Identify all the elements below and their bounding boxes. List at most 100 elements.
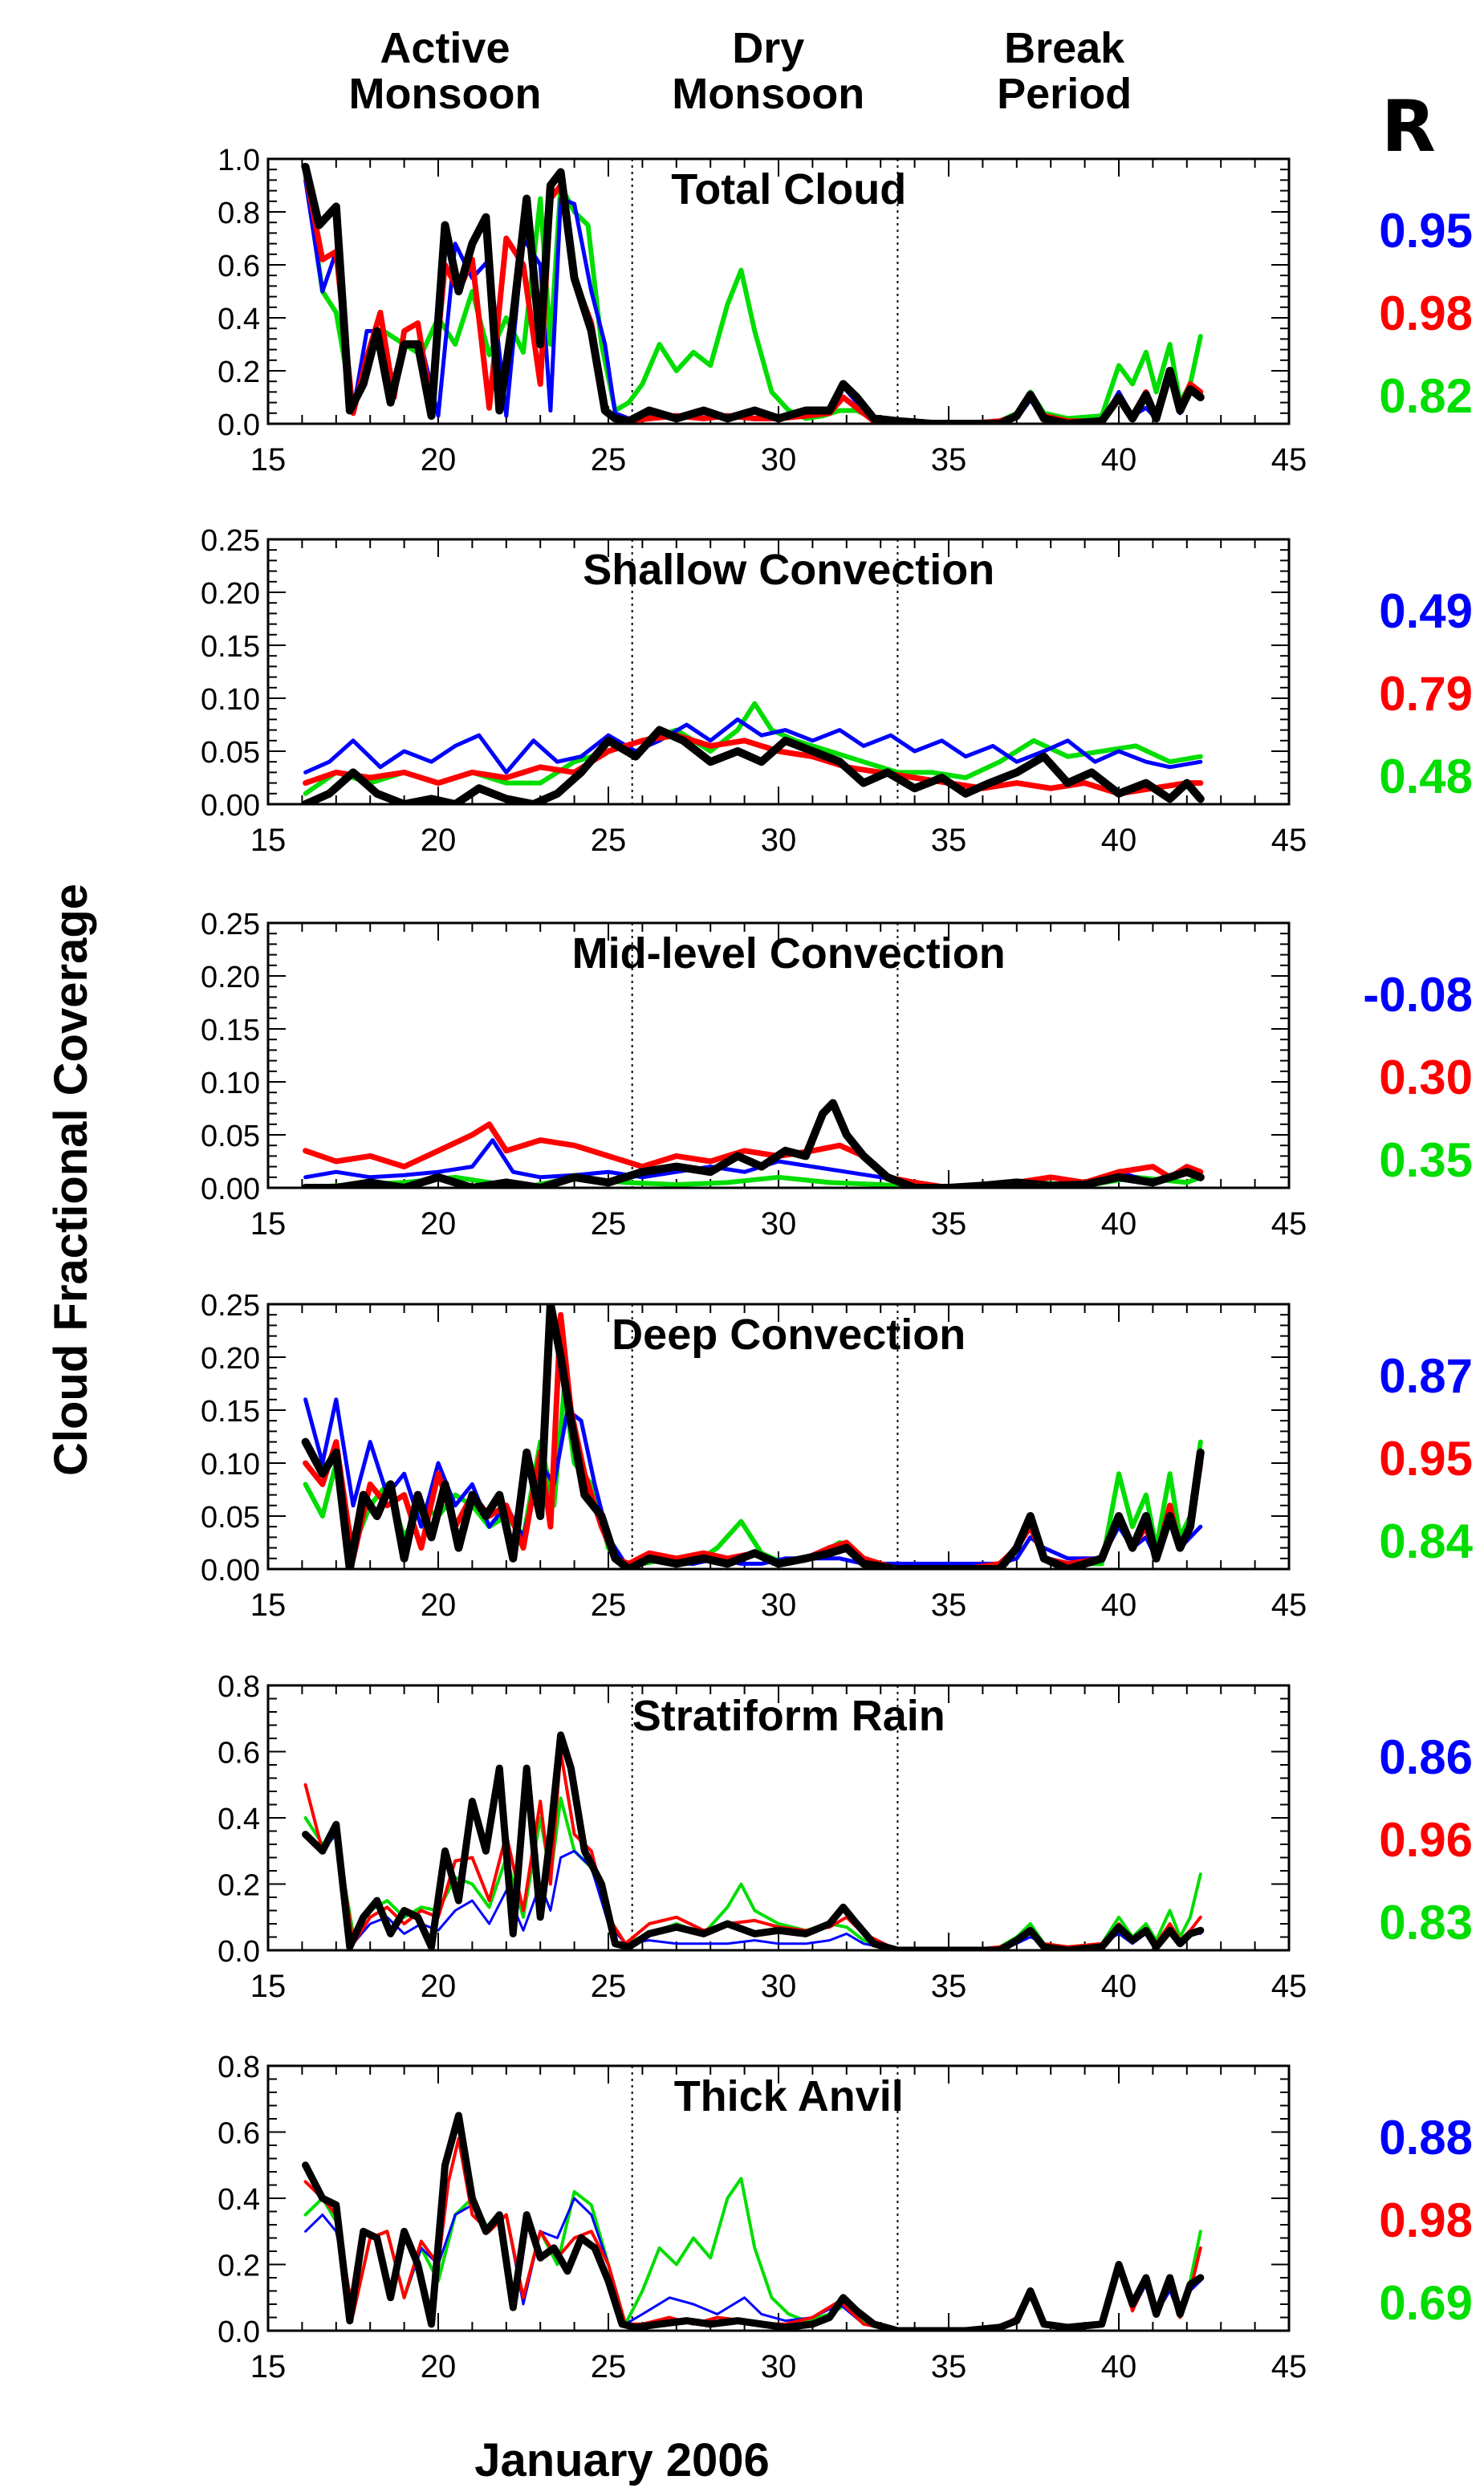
series-line-1 (303, 172, 1203, 424)
r-value: 0.87 (1379, 1349, 1473, 1403)
panel-title: Stratiform Rain (632, 1692, 945, 1740)
series-line-2 (303, 717, 1203, 774)
x-tick-label: 15 (250, 2349, 287, 2384)
y-tick-label: 0.0 (218, 1935, 260, 1969)
period-label-2: Dry (732, 24, 804, 72)
x-tick-label: 35 (931, 442, 967, 478)
x-tick-label: 25 (591, 823, 627, 858)
r-value: 0.95 (1379, 1432, 1473, 1486)
x-tick-label: 30 (761, 442, 797, 478)
r-value: 0.69 (1379, 2276, 1473, 2330)
r-value: 0.84 (1379, 1514, 1473, 1568)
series-group (302, 2112, 1205, 2331)
y-tick-label: 0.00 (201, 1173, 260, 1206)
x-tick-label: 35 (931, 1588, 967, 1623)
x-tick-label: 25 (591, 442, 627, 478)
x-tick-label: 15 (250, 1969, 287, 2004)
y-tick-label: 0.25 (201, 524, 260, 558)
series-group (301, 701, 1205, 804)
x-tick-label: 20 (421, 2349, 457, 2384)
x-tick-label: 20 (421, 1969, 457, 2004)
period-label-1: Monsoon (349, 70, 542, 118)
x-tick-label: 30 (761, 2349, 797, 2384)
r-value: 0.49 (1379, 584, 1473, 638)
series-line-4 (301, 1304, 1205, 1569)
plot-frame (266, 1303, 1291, 1571)
panel-4: 15 20 25 30 35 40 45 0.00 0.05 0.10 0.15 0.20 0.25 De… (201, 1289, 1474, 1623)
panel-1: 15 20 25 30 35 40 45 0.0 0.2 0.4 0.6 0.8 1.0 Total Cl… (218, 144, 1473, 478)
x-tick-label: 40 (1101, 442, 1137, 478)
y-tick-label: 0.20 (201, 577, 260, 611)
y-tick-label: 0.8 (218, 197, 260, 230)
x-tick-label: 45 (1271, 2349, 1307, 2384)
y-tick-label: 0.6 (218, 250, 260, 283)
x-tick-label: 20 (421, 1588, 457, 1623)
x-tick-label: 25 (591, 2349, 627, 2384)
y-tick-label: 0.05 (201, 1501, 260, 1535)
plot-frame (266, 1684, 1291, 1952)
x-tick-label: 35 (931, 823, 967, 858)
plot-frame (266, 157, 1291, 425)
y-tick-label: 0.20 (201, 1342, 260, 1376)
x-tick-label: 45 (1271, 823, 1307, 858)
x-tick-label: 25 (591, 1206, 627, 1242)
r-value: 0.86 (1379, 1730, 1473, 1784)
y-tick-label: 0.0 (218, 2315, 260, 2349)
r-value: 0.48 (1379, 750, 1473, 803)
y-tick-label: 0.0 (218, 409, 260, 442)
r-value: 0.79 (1379, 667, 1473, 721)
y-tick-label: 0.20 (201, 961, 260, 994)
period-label-3: Period (997, 70, 1132, 118)
panel-title: Shallow Convection (583, 546, 994, 594)
x-tick-label: 35 (931, 1206, 967, 1242)
x-tick-label: 30 (761, 1969, 797, 2004)
period-label-1: Active (380, 24, 510, 72)
r-value: 0.98 (1379, 2193, 1473, 2247)
x-tick-label: 40 (1101, 1969, 1137, 2004)
y-tick-label: 0.10 (201, 1448, 260, 1482)
y-tick-label: 0.00 (201, 1554, 260, 1588)
panel-6: 15 20 25 30 35 40 45 0.0 0.2 0.4 0.6 0.8 Thick Anvil… (218, 2051, 1473, 2384)
y-tick-label: 0.05 (201, 1120, 260, 1153)
r-header: R (1381, 85, 1436, 168)
x-tick-label: 15 (250, 1206, 287, 1242)
x-tick-label: 45 (1271, 442, 1307, 478)
series-line-4 (301, 726, 1205, 804)
plot-frame (266, 921, 1291, 1189)
y-tick-label: 0.15 (201, 1014, 260, 1047)
x-tick-label: 40 (1101, 823, 1137, 858)
r-value: 0.96 (1379, 1813, 1473, 1867)
x-axis-label: January 2006 (474, 2434, 770, 2486)
r-value: 0.35 (1379, 1133, 1473, 1187)
r-value: 0.30 (1379, 1051, 1473, 1104)
plot-frame (266, 2064, 1291, 2332)
y-tick-label: 0.00 (201, 789, 260, 823)
x-tick-label: 40 (1101, 2349, 1137, 2384)
x-tick-label: 30 (761, 1206, 797, 1242)
x-tick-label: 35 (931, 1969, 967, 2004)
r-value: 0.83 (1379, 1896, 1473, 1949)
y-tick-label: 0.4 (218, 303, 260, 336)
x-tick-label: 40 (1101, 1206, 1137, 1242)
x-tick-label: 35 (931, 2349, 967, 2384)
period-label-2: Monsoon (672, 70, 864, 118)
x-tick-label: 45 (1271, 1588, 1307, 1623)
x-tick-label: 20 (421, 1206, 457, 1242)
x-tick-label: 30 (761, 1588, 797, 1623)
x-tick-label: 25 (591, 1588, 627, 1623)
y-tick-label: 0.05 (201, 736, 260, 770)
plot-frame (266, 538, 1291, 806)
panel-title: Mid-level Convection (572, 929, 1006, 978)
panel-title: Thick Anvil (674, 2072, 904, 2120)
series-group (301, 1099, 1205, 1188)
series-line-4 (301, 1099, 1205, 1188)
y-tick-label: 1.0 (218, 144, 260, 177)
x-tick-label: 25 (591, 1969, 627, 2004)
r-value: -0.08 (1363, 968, 1473, 1022)
y-tick-label: 0.2 (218, 356, 260, 389)
x-tick-label: 15 (250, 1588, 287, 1623)
y-tick-label: 0.25 (201, 1289, 260, 1323)
y-tick-label: 0.15 (201, 630, 260, 664)
